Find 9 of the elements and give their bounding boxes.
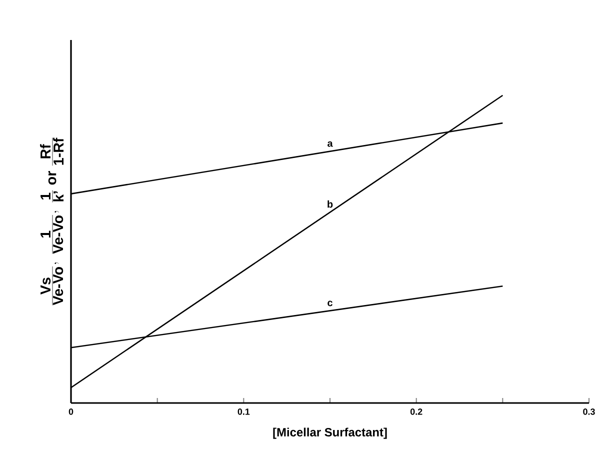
x-tick-label: 0.2 (410, 408, 422, 415)
x-tick-label: 0.1 (238, 408, 250, 415)
y-axis-title: $\frac{\mbox{Vs}}{\mbox{Ve-Vo}},\ \frac{\mbox{1}}{\mbox{Ve-Vo}},\ \frac{\mbox{1}}{\mbox{k'}}\ \mbox{or}\ \frac{\mbox{Rf}}{\mbox{1-Rf}}$ (40, 138, 64, 306)
x-tick-label: 0 (68, 408, 74, 415)
x-tick-label: 0.3 (583, 408, 595, 415)
series-label: c (328, 300, 332, 306)
series-label: a (328, 141, 333, 147)
series-label: b (328, 200, 333, 208)
x-axis-title: [Micellar Surfactant] (273, 428, 387, 439)
